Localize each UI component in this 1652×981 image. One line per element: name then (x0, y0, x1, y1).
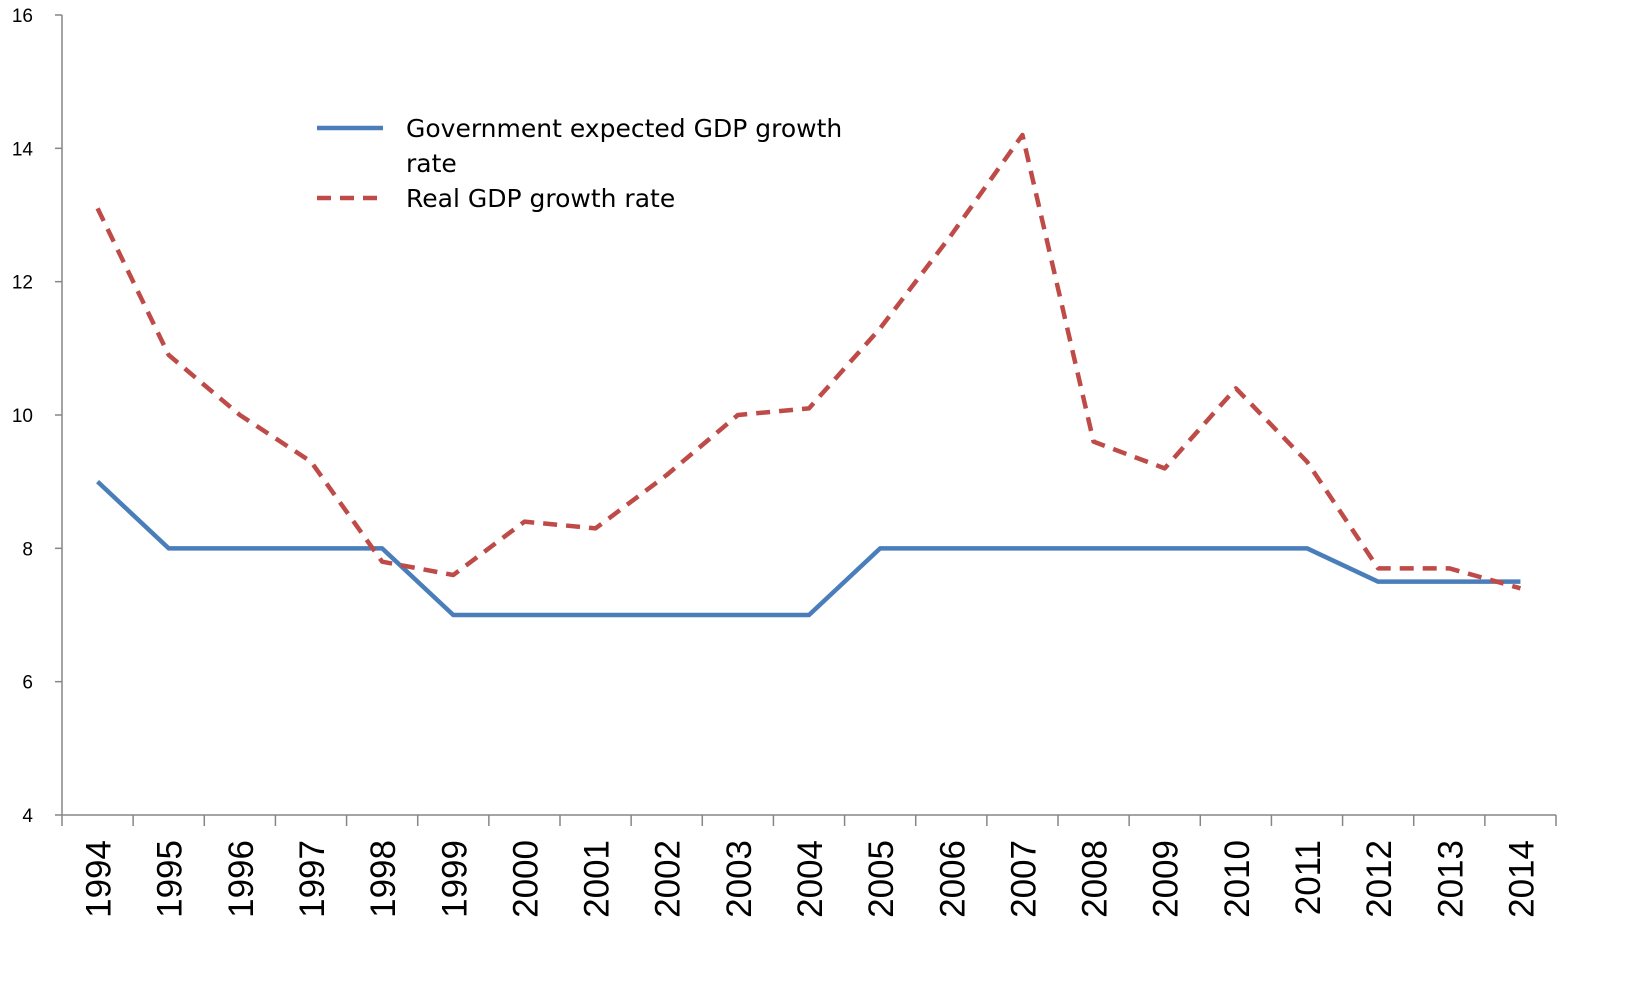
x-tick-label: 1995 (151, 840, 190, 918)
x-tick-label: 1997 (293, 840, 332, 918)
x-tick-label: 1994 (80, 840, 119, 918)
x-tick-label: 2004 (791, 840, 830, 918)
x-tick-label: 2002 (649, 840, 688, 918)
x-tick-label: 2012 (1360, 840, 1399, 918)
legend: Government expected GDP growth rate Real G… (317, 114, 842, 213)
x-tick-label: 2005 (862, 840, 901, 918)
y-tick-label: 16 (12, 6, 33, 27)
x-tick-label: 2010 (1218, 840, 1257, 918)
series-line-1 (95, 132, 1522, 591)
x-tick-label: 2009 (1147, 840, 1186, 918)
x-tick-label: 2011 (1289, 840, 1328, 915)
x-tick-label: 2001 (578, 840, 617, 918)
x-tick-label: 2000 (506, 840, 545, 918)
x-tick-label: 2014 (1502, 840, 1541, 918)
y-tick-label: 14 (12, 139, 34, 160)
x-tick-label: 1999 (435, 840, 474, 918)
x-tick-label: 2008 (1076, 840, 1115, 918)
series-layer (95, 132, 1522, 618)
y-tick-label: 10 (12, 406, 33, 427)
axes: 4 6 8 10 12 14 16 1994 1995 1996 1997 1998 1999 2000 2… (12, 6, 1557, 918)
x-tick-label: 1996 (222, 840, 261, 918)
x-tick-label: 2013 (1431, 840, 1470, 918)
x-tick-label: 2003 (720, 840, 759, 918)
x-tick-label: 2006 (933, 840, 972, 918)
y-tick-label: 6 (22, 673, 33, 694)
y-tick-label: 12 (12, 273, 33, 294)
y-tick-label: 4 (22, 806, 33, 827)
legend-label: Government expected GDP growth (406, 114, 842, 143)
x-tick-label: 1998 (364, 840, 403, 918)
legend-label: rate (406, 149, 457, 178)
x-tick-label: 2007 (1004, 840, 1043, 918)
legend-label: Real GDP growth rate (406, 184, 675, 213)
y-tick-label: 8 (22, 539, 33, 560)
